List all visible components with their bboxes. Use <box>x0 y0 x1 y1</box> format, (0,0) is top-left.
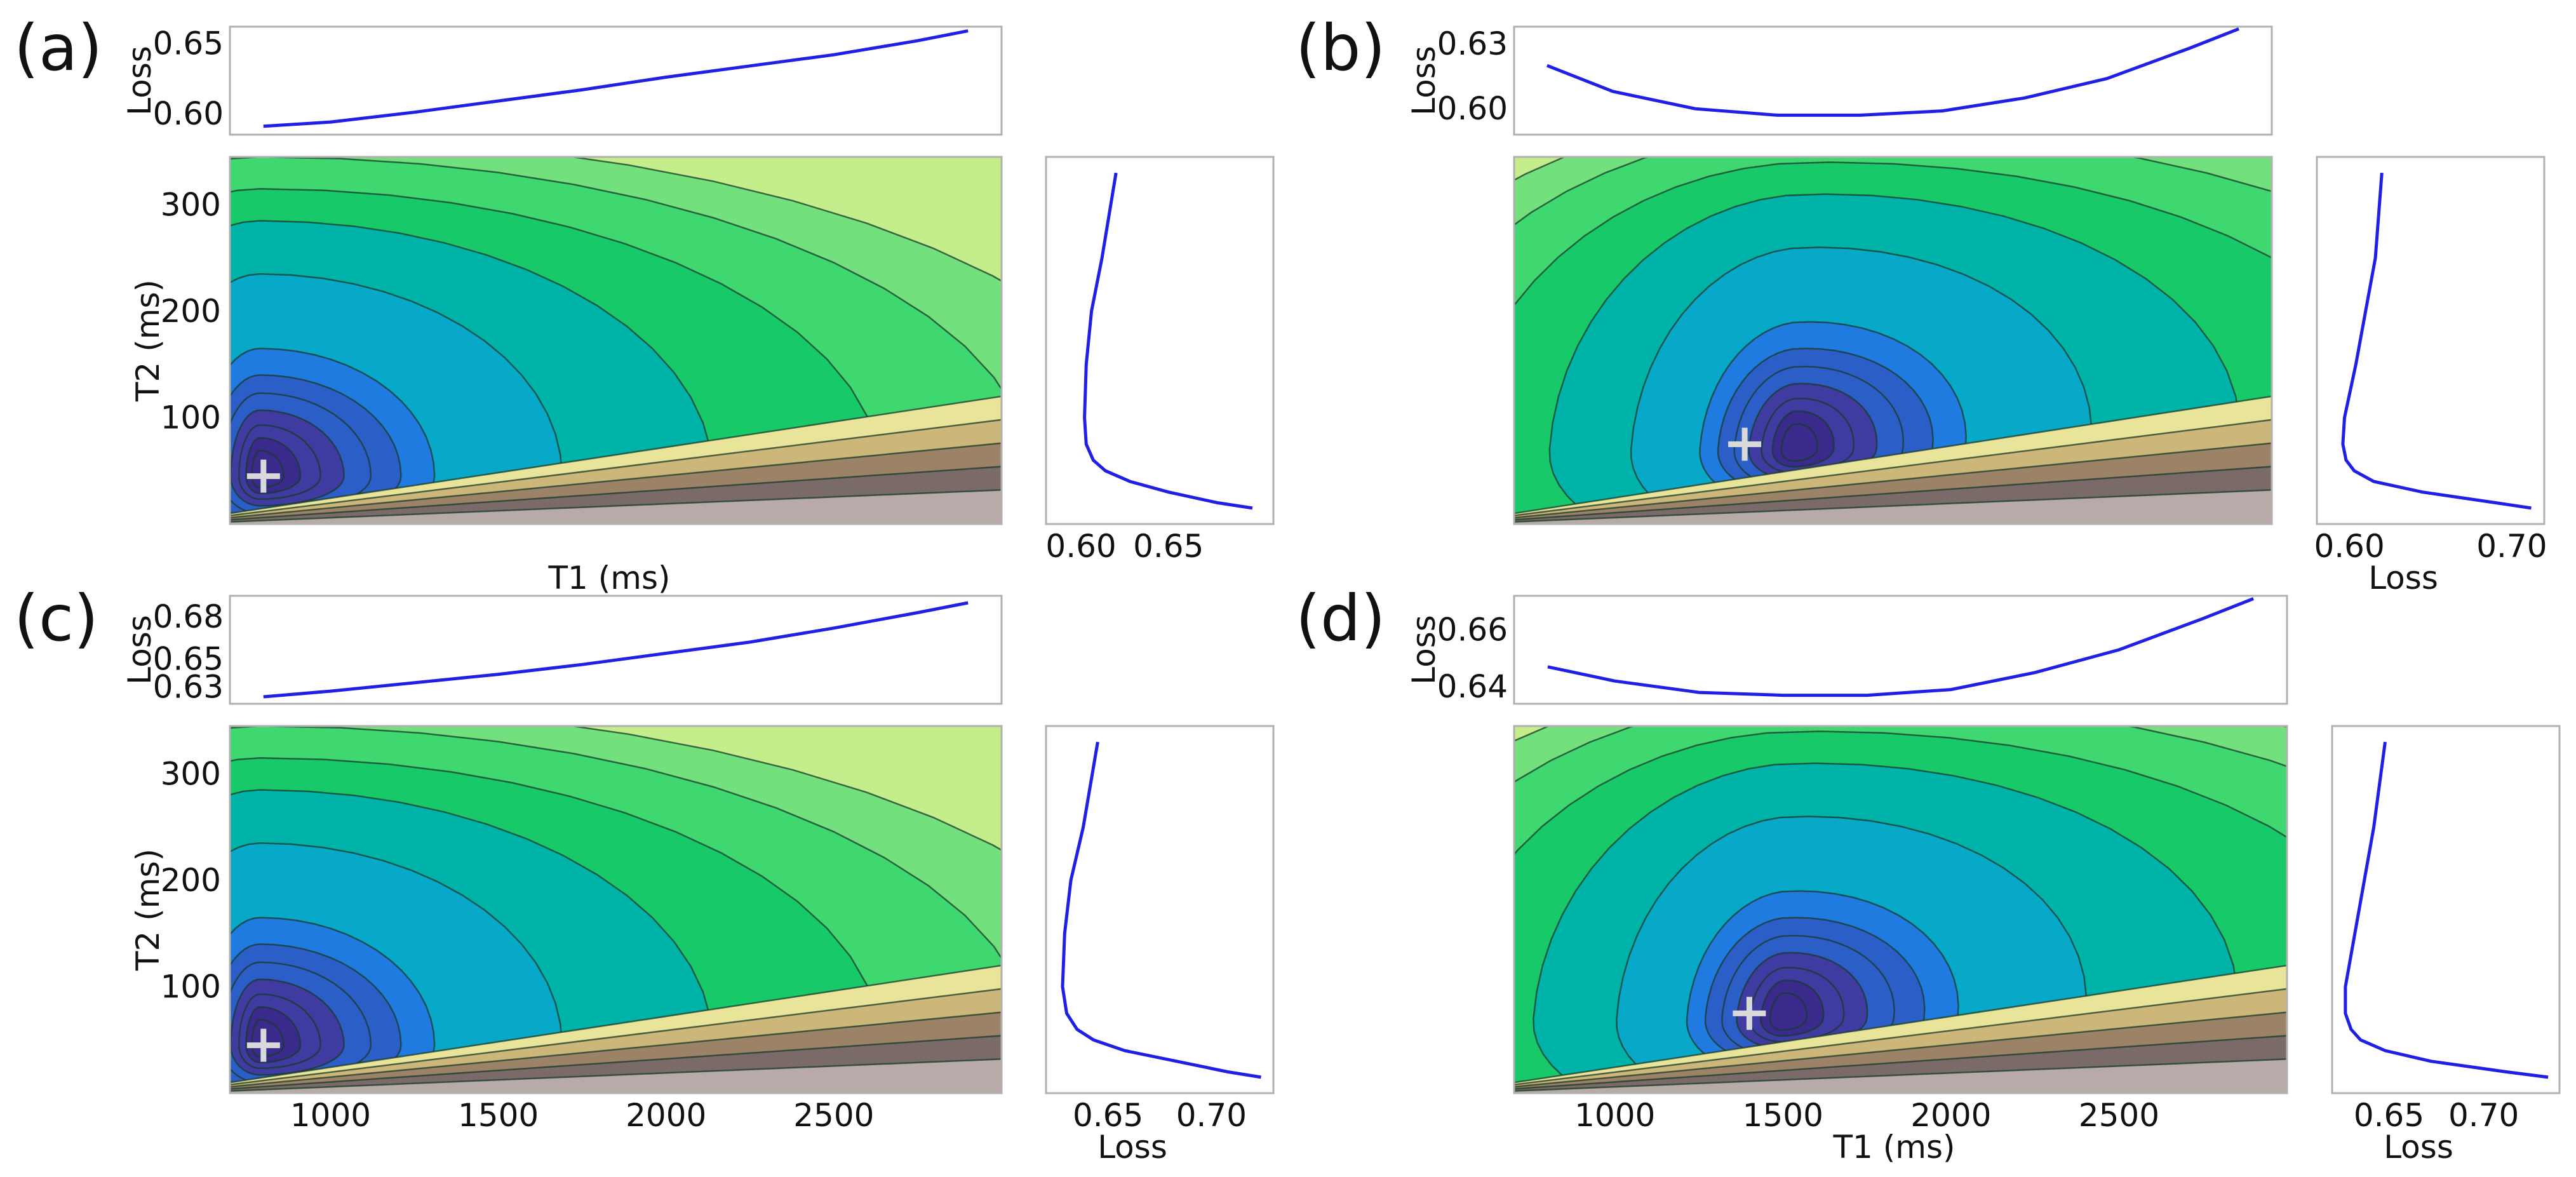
x-axis-label: T1 (ms) <box>547 560 670 596</box>
contour-plot <box>1514 157 2272 524</box>
x-tick-label: 2000 <box>1910 1097 1991 1134</box>
y-tick-label: 100 <box>161 968 221 1005</box>
contour-region <box>1769 992 1808 1032</box>
y-axis-label: T2 (ms) <box>130 849 166 971</box>
top-y-tick-label: 0.63 <box>153 669 224 706</box>
y-tick-label: 200 <box>161 862 221 899</box>
top-profile-y-label: Loss <box>1405 615 1442 685</box>
top-y-tick-label: 0.64 <box>1437 668 1508 705</box>
top-profile-line <box>263 29 969 128</box>
side-profile-x-label: Loss <box>1097 1129 1167 1166</box>
top-profile-line <box>263 601 969 699</box>
side-profile-x-label: Loss <box>2384 1129 2453 1166</box>
y-tick-label: 200 <box>161 293 221 330</box>
side-x-tick-label: 0.65 <box>1073 1097 1143 1134</box>
top-profile-line <box>1546 27 2240 117</box>
top-profile-y-label: Loss <box>1405 46 1442 116</box>
top-y-tick-label: 0.65 <box>153 640 224 677</box>
x-axis-label: T1 (ms) <box>1832 1129 1955 1166</box>
top-y-tick-label: 0.60 <box>153 95 224 132</box>
side-profile-frame <box>2316 156 2546 525</box>
top-profile-frame <box>1513 595 2288 705</box>
side-profile-line <box>2344 741 2549 1079</box>
contour-band <box>230 489 1002 524</box>
y-tick-label: 300 <box>161 186 221 223</box>
contour-band <box>1514 489 2272 524</box>
contour-plot <box>1514 726 2287 1093</box>
top-y-tick-label: 0.68 <box>153 598 224 635</box>
panel-label: (a) <box>14 11 102 85</box>
top-y-tick-label: 0.63 <box>1437 25 1508 62</box>
top-y-tick-label: 0.66 <box>1437 612 1508 649</box>
x-tick-label: 2500 <box>2079 1097 2159 1134</box>
top-profile-y-label: Loss <box>121 615 158 685</box>
y-tick-label: 300 <box>161 755 221 792</box>
panel-label: (b) <box>1296 11 1386 85</box>
main-frame <box>1513 156 2273 525</box>
side-x-tick-label: 0.70 <box>1176 1097 1247 1134</box>
main-frame <box>229 156 1003 525</box>
x-tick-label: 1000 <box>290 1097 371 1134</box>
top-profile-y-label: Loss <box>121 46 158 116</box>
side-x-tick-label: 0.70 <box>2476 528 2547 565</box>
panel-label: (c) <box>14 581 98 656</box>
side-profile-frame <box>1045 156 1275 525</box>
side-profile-frame <box>1045 725 1275 1094</box>
panel-label: (d) <box>1296 581 1386 656</box>
contour-plot <box>230 157 1002 524</box>
top-profile-line <box>1547 597 2255 697</box>
y-tick-label: 100 <box>161 399 221 436</box>
side-x-tick-label: 0.60 <box>2314 528 2384 565</box>
side-x-tick-label: 0.65 <box>2354 1097 2424 1134</box>
y-axis-label: T2 (ms) <box>130 279 166 402</box>
side-profile-x-label: Loss <box>2368 560 2438 596</box>
contour-band <box>230 1058 1002 1093</box>
main-frame <box>229 725 1003 1094</box>
top-profile-frame <box>229 25 1003 136</box>
side-profile-line <box>1083 172 1253 510</box>
side-profile-frame <box>2331 725 2561 1094</box>
contour-band <box>1514 1058 2287 1093</box>
x-tick-label: 1500 <box>458 1097 539 1134</box>
side-profile-line <box>2341 172 2532 510</box>
x-tick-label: 1000 <box>1574 1097 1655 1134</box>
side-x-tick-label: 0.70 <box>2448 1097 2519 1134</box>
side-x-tick-label: 0.60 <box>1045 528 1116 565</box>
side-x-tick-label: 0.65 <box>1133 528 1204 565</box>
top-y-tick-label: 0.60 <box>1437 90 1508 127</box>
top-profile-frame <box>1513 25 2273 136</box>
side-profile-line <box>1061 741 1261 1079</box>
contour-region <box>1780 423 1818 462</box>
x-tick-label: 2000 <box>626 1097 706 1134</box>
x-tick-label: 2500 <box>793 1097 874 1134</box>
x-tick-label: 1500 <box>1743 1097 1823 1134</box>
main-frame <box>1513 725 2288 1094</box>
top-profile-frame <box>229 595 1003 705</box>
top-y-tick-label: 0.65 <box>153 25 224 62</box>
